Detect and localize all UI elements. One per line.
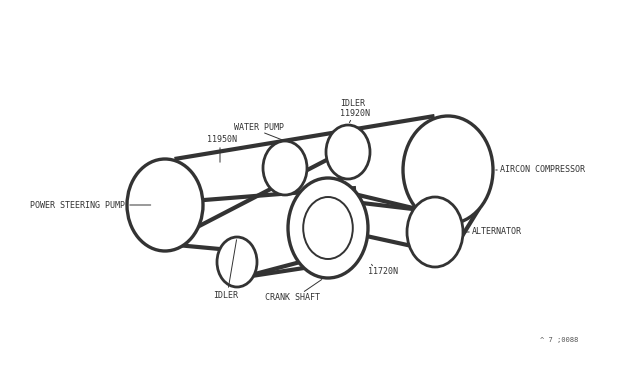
Ellipse shape: [263, 141, 307, 195]
Ellipse shape: [326, 125, 370, 179]
Text: ALTERNATOR: ALTERNATOR: [472, 228, 522, 237]
Text: IDLER: IDLER: [213, 291, 238, 299]
Text: ^ 7 ;0088: ^ 7 ;0088: [540, 337, 579, 343]
Text: CRANK SHAFT: CRANK SHAFT: [265, 294, 320, 302]
Ellipse shape: [127, 159, 203, 251]
Ellipse shape: [403, 116, 493, 224]
Text: WATER PUMP: WATER PUMP: [234, 122, 284, 131]
Ellipse shape: [303, 197, 353, 259]
Ellipse shape: [407, 197, 463, 267]
Text: 11950N: 11950N: [207, 135, 237, 144]
Text: POWER STEERING PUMP: POWER STEERING PUMP: [30, 201, 125, 209]
Text: 11720N: 11720N: [368, 267, 398, 276]
Ellipse shape: [217, 237, 257, 287]
Text: AIRCON COMPRESSOR: AIRCON COMPRESSOR: [500, 166, 585, 174]
Text: 11920N: 11920N: [340, 109, 370, 118]
Ellipse shape: [288, 178, 368, 278]
Text: IDLER: IDLER: [340, 99, 365, 108]
